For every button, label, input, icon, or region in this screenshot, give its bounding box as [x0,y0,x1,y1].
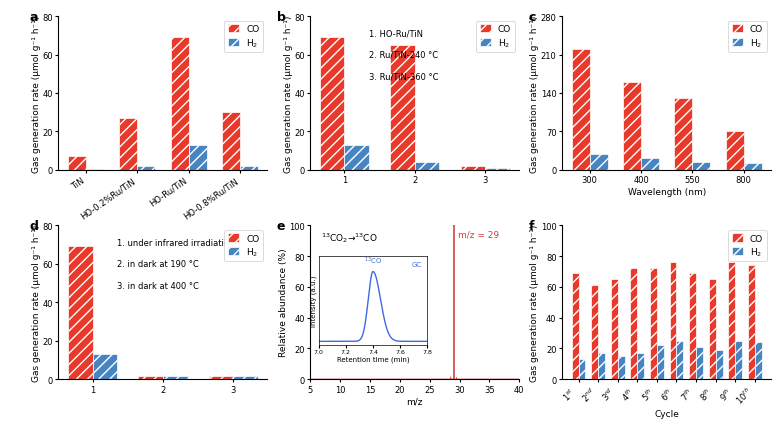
Bar [572,273,579,379]
Bar [209,376,234,379]
Bar [598,353,605,379]
Text: 1. HO-Ru/TiN: 1. HO-Ru/TiN [368,29,423,38]
Text: 3. in dark at 400 °C: 3. in dark at 400 °C [117,281,199,290]
Bar [137,167,155,170]
Bar [139,376,163,379]
Bar [623,83,641,170]
Bar [618,356,625,379]
Legend: CO, H$_2$: CO, H$_2$ [728,22,767,53]
Bar [641,158,659,170]
Y-axis label: Gas generation rate (μmol g⁻¹ h⁻¹): Gas generation rate (μmol g⁻¹ h⁻¹) [32,224,41,381]
Bar [485,169,509,170]
Y-axis label: Gas generation rate (μmol g⁻¹ h⁻¹): Gas generation rate (μmol g⁻¹ h⁻¹) [284,15,293,172]
Bar [579,359,585,379]
Text: m/z = 29: m/z = 29 [458,230,499,239]
Legend: CO, H$_2$: CO, H$_2$ [224,22,263,53]
Text: 3. Ru/TiN-360 °C: 3. Ru/TiN-360 °C [368,72,439,81]
Bar [222,113,240,170]
Bar [637,353,644,379]
Bar [414,163,439,170]
Bar [755,343,762,379]
Text: a: a [29,11,37,24]
Legend: CO, H$_2$: CO, H$_2$ [224,230,263,262]
Text: b: b [277,11,286,24]
Bar [320,38,344,170]
Bar [675,99,693,170]
Bar [650,269,657,379]
Bar [611,279,618,379]
Bar [693,162,710,170]
Bar [676,341,683,379]
Text: e: e [277,220,285,233]
Text: 1. under infrared irradiation: 1. under infrared irradiation [117,238,234,247]
Text: 2. Ru/TiN-240 °C: 2. Ru/TiN-240 °C [368,51,438,60]
Bar [189,146,206,170]
Bar [709,279,716,379]
Text: 2. in dark at 190 °C: 2. in dark at 190 °C [117,259,199,268]
Bar [657,345,664,379]
X-axis label: Wavelength (nm): Wavelength (nm) [628,188,706,197]
Bar [119,119,137,170]
Bar [726,132,744,170]
Bar [68,157,86,170]
Legend: CO, H$_2$: CO, H$_2$ [476,22,515,53]
Bar [572,50,590,170]
Bar [460,167,485,170]
Text: $^{13}$CO$_2$→$^{13}$CO: $^{13}$CO$_2$→$^{13}$CO [321,230,378,244]
Bar [163,376,188,379]
Bar [748,266,755,379]
Text: c: c [529,11,536,24]
Y-axis label: Gas generation rate (μmol g⁻¹ h⁻¹): Gas generation rate (μmol g⁻¹ h⁻¹) [32,15,41,172]
Legend: CO, H$_2$: CO, H$_2$ [728,230,767,262]
Bar [93,354,117,379]
Bar [344,146,369,170]
Text: f: f [529,220,534,233]
Bar [630,269,637,379]
Bar [68,247,93,379]
Y-axis label: Gas generation rate (μmol g⁻¹ h⁻¹): Gas generation rate (μmol g⁻¹ h⁻¹) [530,224,540,381]
Bar [689,273,696,379]
Bar [590,155,608,170]
Bar [240,167,258,170]
X-axis label: m/z: m/z [407,397,423,406]
Bar [390,46,414,170]
Bar [696,347,703,379]
Bar [171,38,189,170]
X-axis label: Cycle: Cycle [654,409,679,418]
Bar [728,262,735,379]
Y-axis label: Relative abundance (%): Relative abundance (%) [279,248,287,357]
Bar [716,350,723,379]
Bar [234,376,258,379]
Text: d: d [29,220,38,233]
Bar [670,262,676,379]
Bar [591,285,598,379]
Bar [744,164,762,170]
Bar [735,341,742,379]
Y-axis label: Gas generation rate (μmol g⁻¹ h⁻¹): Gas generation rate (μmol g⁻¹ h⁻¹) [530,15,539,172]
